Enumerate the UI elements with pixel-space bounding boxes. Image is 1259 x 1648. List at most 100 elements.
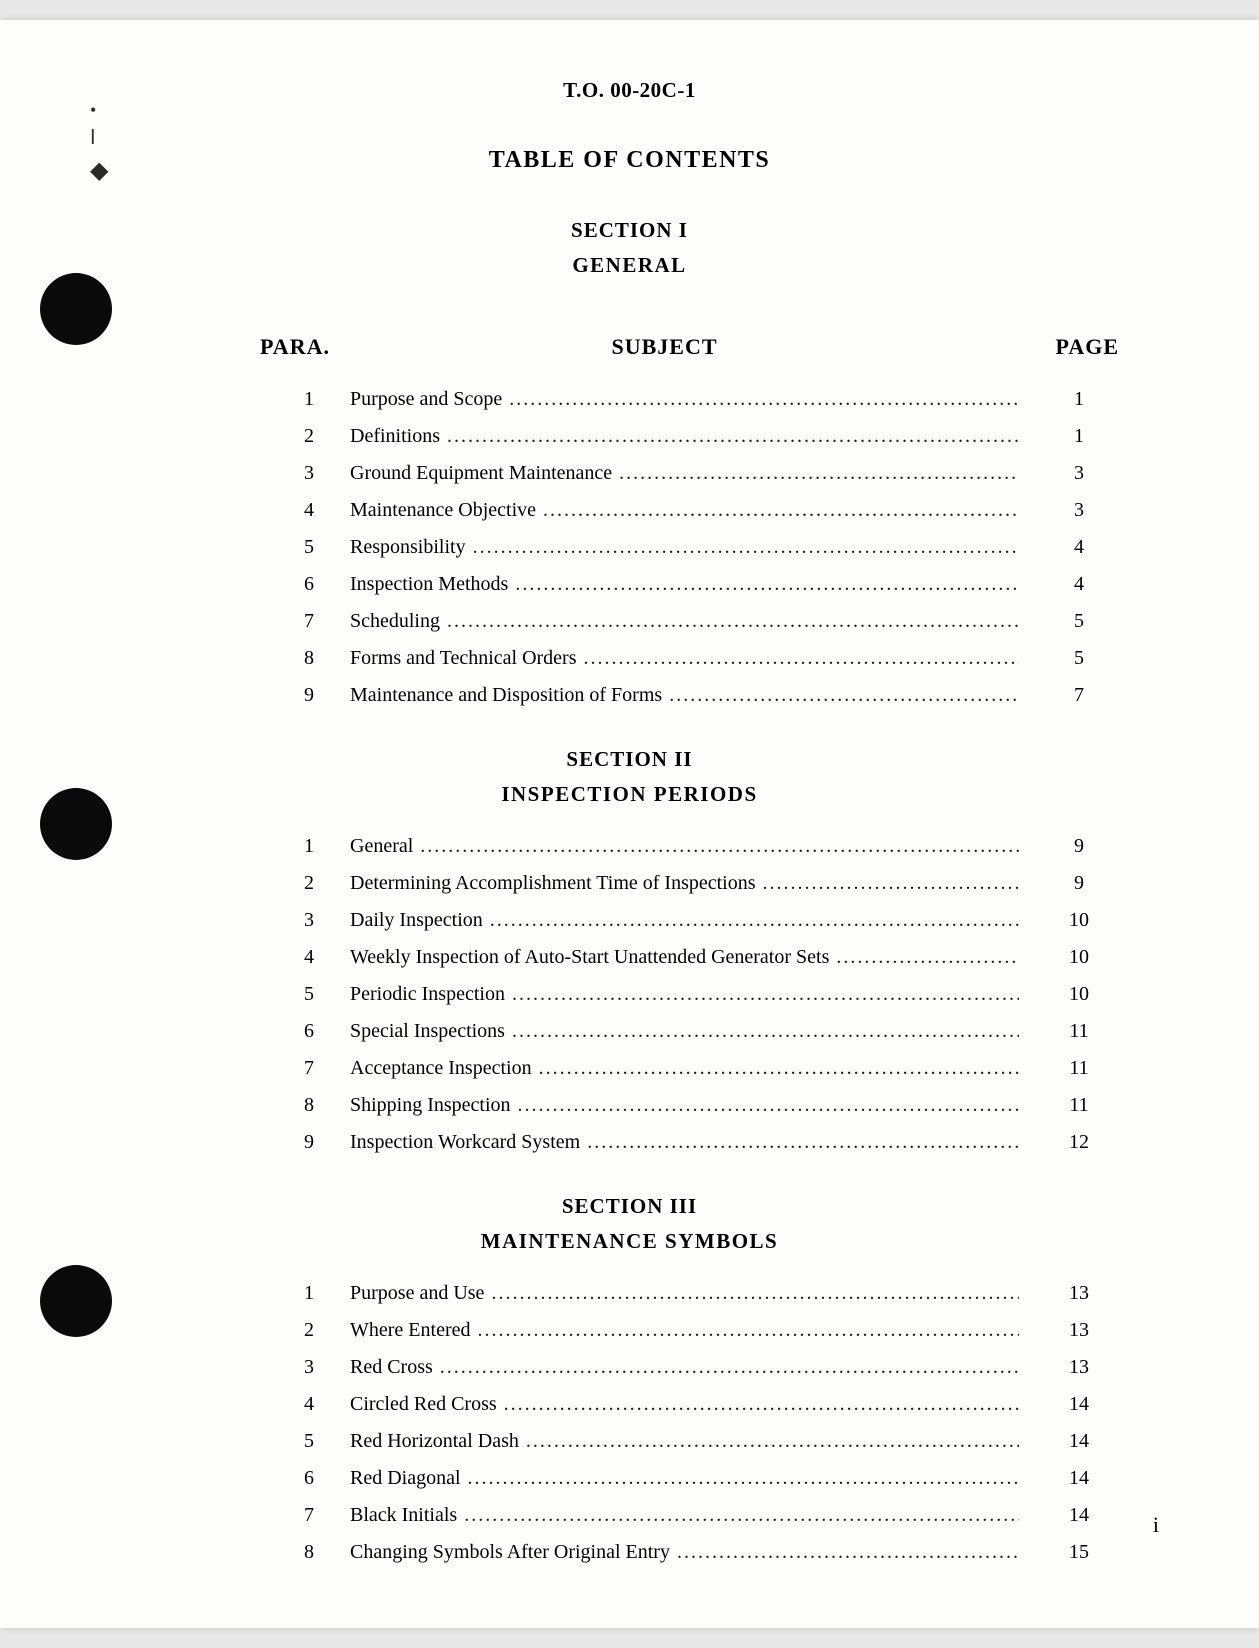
document-number: T.O. 00-20C-1 [60, 78, 1199, 103]
section-label: SECTION III [60, 1194, 1199, 1219]
section-title: INSPECTION PERIODS [60, 782, 1199, 807]
toc-row: 1General9 [290, 835, 1109, 858]
toc-subject: Maintenance Objective [350, 499, 1019, 522]
toc-row: 3Red Cross13 [290, 1356, 1109, 1379]
toc-para: 4 [290, 1393, 350, 1416]
binder-hole-icon [40, 1265, 112, 1337]
toc-page: 9 [1019, 872, 1109, 895]
toc-page: 11 [1019, 1020, 1109, 1043]
section-label: SECTION II [60, 747, 1199, 772]
toc-row: 8Changing Symbols After Original Entry15 [290, 1541, 1109, 1564]
toc-subject: Determining Accomplishment Time of Inspe… [350, 872, 1019, 895]
toc-para: 7 [290, 1504, 350, 1527]
toc-page: 1 [1019, 425, 1109, 448]
toc-page: 14 [1019, 1393, 1109, 1416]
toc-row: 2Determining Accomplishment Time of Insp… [290, 872, 1109, 895]
toc-subject: Maintenance and Disposition of Forms [350, 684, 1019, 707]
toc-row: 1Purpose and Use13 [290, 1282, 1109, 1305]
toc-subject: Acceptance Inspection [350, 1057, 1019, 1080]
toc-row: 8Shipping Inspection11 [290, 1094, 1109, 1117]
toc-subject: Ground Equipment Maintenance [350, 462, 1019, 485]
toc-row: 1Purpose and Scope1 [290, 388, 1109, 411]
toc-page: 7 [1019, 684, 1109, 707]
toc-para: 3 [290, 1356, 350, 1379]
toc-row: 4Weekly Inspection of Auto-Start Unatten… [290, 946, 1109, 969]
toc-para: 2 [290, 425, 350, 448]
toc-row: 4Maintenance Objective3 [290, 499, 1109, 522]
header-para: PARA. [260, 334, 370, 360]
toc-page: 10 [1019, 983, 1109, 1006]
toc-row: 9Inspection Workcard System12 [290, 1131, 1109, 1154]
toc-para: 5 [290, 1430, 350, 1453]
toc-para: 2 [290, 1319, 350, 1342]
page-artifact: • ⅼ ◆ [90, 100, 108, 185]
toc-row: 7Black Initials14 [290, 1504, 1109, 1527]
toc-para: 1 [290, 388, 350, 411]
toc-para: 9 [290, 1131, 350, 1154]
toc-para: 7 [290, 610, 350, 633]
section-heading: SECTION I GENERAL [60, 218, 1199, 278]
toc-para: 2 [290, 872, 350, 895]
toc-row: 6Inspection Methods4 [290, 573, 1109, 596]
toc-page: 10 [1019, 909, 1109, 932]
section-heading: SECTION II INSPECTION PERIODS [60, 747, 1199, 807]
toc-page: 13 [1019, 1282, 1109, 1305]
toc-row: 2Where Entered13 [290, 1319, 1109, 1342]
toc-list-section-3: 1Purpose and Use132Where Entered133Red C… [60, 1282, 1199, 1564]
toc-para: 3 [290, 462, 350, 485]
toc-subject: Responsibility [350, 536, 1019, 559]
toc-page: 1 [1019, 388, 1109, 411]
toc-subject: Red Diagonal [350, 1467, 1019, 1490]
toc-subject: Special Inspections [350, 1020, 1019, 1043]
toc-para: 4 [290, 499, 350, 522]
toc-subject: General [350, 835, 1019, 858]
toc-subject: Forms and Technical Orders [350, 647, 1019, 670]
toc-para: 6 [290, 1467, 350, 1490]
toc-para: 6 [290, 1020, 350, 1043]
toc-subject: Daily Inspection [350, 909, 1019, 932]
toc-row: 8Forms and Technical Orders5 [290, 647, 1109, 670]
binder-hole-icon [40, 273, 112, 345]
toc-subject: Changing Symbols After Original Entry [350, 1541, 1019, 1564]
header-page: PAGE [1039, 334, 1119, 360]
toc-para: 5 [290, 983, 350, 1006]
toc-para: 8 [290, 647, 350, 670]
toc-page: 14 [1019, 1430, 1109, 1453]
toc-row: 6Special Inspections11 [290, 1020, 1109, 1043]
toc-subject: Inspection Methods [350, 573, 1019, 596]
toc-subject: Where Entered [350, 1319, 1019, 1342]
toc-para: 7 [290, 1057, 350, 1080]
toc-subject: Circled Red Cross [350, 1393, 1019, 1416]
toc-row: 5Red Horizontal Dash14 [290, 1430, 1109, 1453]
toc-row: 5Periodic Inspection10 [290, 983, 1109, 1006]
toc-row: 2Definitions1 [290, 425, 1109, 448]
toc-para: 8 [290, 1094, 350, 1117]
header-subject: SUBJECT [370, 334, 1039, 360]
toc-list-section-1: 1Purpose and Scope1 2Definitions1 3Ground … [60, 388, 1199, 707]
toc-page: 11 [1019, 1094, 1109, 1117]
toc-page: 4 [1019, 536, 1109, 559]
toc-para: 5 [290, 536, 350, 559]
section-heading: SECTION III MAINTENANCE SYMBOLS [60, 1194, 1199, 1254]
toc-para: 6 [290, 573, 350, 596]
toc-page: 5 [1019, 647, 1109, 670]
column-headers: PARA. SUBJECT PAGE [60, 334, 1199, 360]
toc-subject: Red Cross [350, 1356, 1019, 1379]
toc-subject: Scheduling [350, 610, 1019, 633]
section-title: MAINTENANCE SYMBOLS [60, 1229, 1199, 1254]
document-page: • ⅼ ◆ T.O. 00-20C-1 TABLE OF CONTENTS SE… [0, 20, 1259, 1628]
toc-subject: Weekly Inspection of Auto-Start Unattend… [350, 946, 1019, 969]
toc-para: 8 [290, 1541, 350, 1564]
toc-page: 3 [1019, 462, 1109, 485]
toc-page: 14 [1019, 1467, 1109, 1490]
toc-row: 3Daily Inspection10 [290, 909, 1109, 932]
toc-page: 12 [1019, 1131, 1109, 1154]
toc-row: 4Circled Red Cross14 [290, 1393, 1109, 1416]
toc-page: 11 [1019, 1057, 1109, 1080]
toc-para: 1 [290, 1282, 350, 1305]
toc-row: 3Ground Equipment Maintenance3 [290, 462, 1109, 485]
toc-para: 4 [290, 946, 350, 969]
toc-page: 14 [1019, 1504, 1109, 1527]
toc-para: 1 [290, 835, 350, 858]
toc-page: 10 [1019, 946, 1109, 969]
